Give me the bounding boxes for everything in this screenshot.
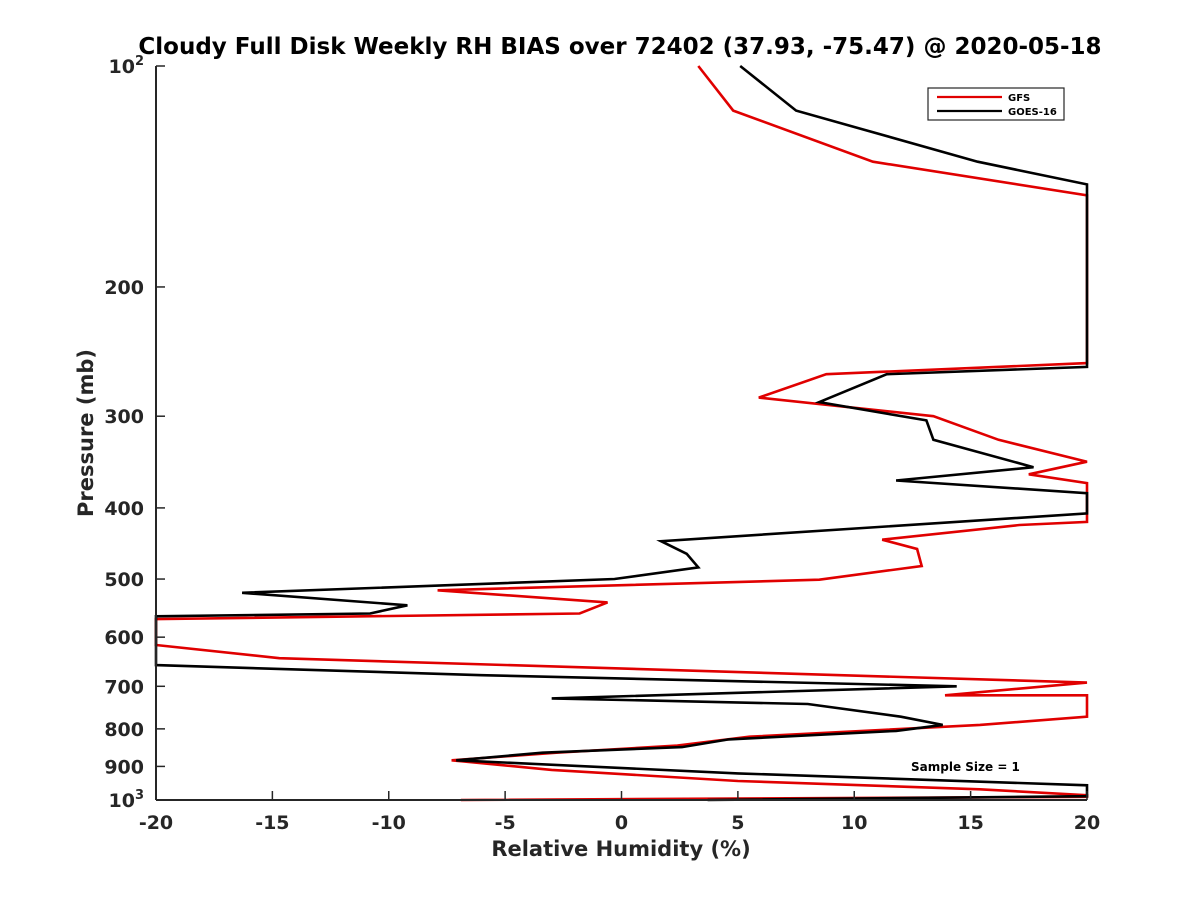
series-line-gfs [154,65,1089,802]
y-tick-label: 103 [109,788,145,812]
x-tick-label: -5 [495,812,516,834]
legend: GFS GOES-16 [927,87,1065,121]
x-axis-label: Relative Humidity (%) [491,837,750,861]
y-tick-exponent: 2 [135,54,144,69]
y-tick-label: 700 [104,676,144,698]
x-tick-label: 20 [1074,812,1100,834]
legend-label-goes16: GOES-16 [1008,107,1057,118]
series-line-goes16 [154,64,1089,802]
y-tick-label: 200 [104,277,144,299]
x-tick-label: -20 [139,812,173,834]
y-tick-label: 400 [104,498,144,520]
y-tick-label: 600 [104,627,144,649]
x-ticks: -20 -15 -10 -5 0 5 10 15 20 [139,791,1100,834]
y-tick-exponent: 3 [135,788,144,803]
y-tick-label: 500 [104,569,144,591]
y-tick-label: 800 [104,719,144,741]
x-tick-label: 15 [957,812,983,834]
x-tick-label: -10 [372,812,406,834]
x-tick-label: 10 [841,812,867,834]
series-layer [154,64,1089,802]
y-axis-label: Pressure (mb) [74,349,98,517]
y-tick-label: 102 [109,54,145,78]
y-tick-base: 10 [109,56,135,78]
y-tick-label: 300 [104,406,144,428]
legend-label-gfs: GFS [1008,93,1030,104]
x-tick-label: -15 [255,812,289,834]
legend-box [927,87,1065,121]
sample-size-annotation: Sample Size = 1 [911,760,1020,774]
y-tick-label: 900 [104,756,144,778]
x-tick-label: 5 [731,812,744,834]
x-tick-label: 0 [615,812,628,834]
chart-title: Cloudy Full Disk Weekly RH BIAS over 724… [138,34,1101,60]
y-tick-base: 10 [109,790,135,812]
